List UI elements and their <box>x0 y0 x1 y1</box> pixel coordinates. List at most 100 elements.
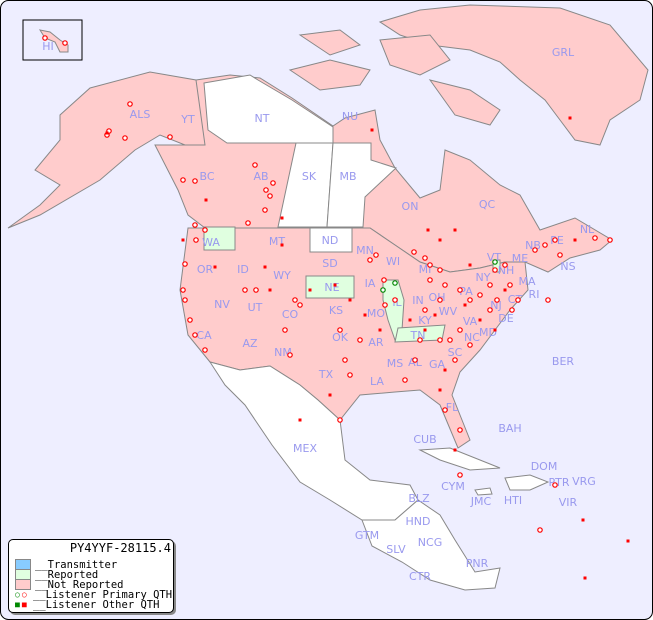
listener-primary-marker <box>193 237 199 243</box>
region-label-nv: NV <box>214 298 230 311</box>
listener-primary-marker <box>487 282 493 288</box>
region-label-nc: NC <box>464 331 480 344</box>
region-label-ga: GA <box>429 358 446 371</box>
region-label-wi: WI <box>386 255 400 268</box>
listener-other-marker <box>493 328 497 332</box>
listener-primary-marker <box>437 267 443 273</box>
listener-other-marker <box>453 228 457 232</box>
listener-other-marker <box>298 418 302 422</box>
listener-primary-marker <box>242 287 248 293</box>
region-label-sk: SK <box>302 170 317 183</box>
region-fills <box>203 74 501 343</box>
region-label-la: LA <box>370 375 384 388</box>
listener-other-marker <box>308 288 312 292</box>
listener-primary-marker <box>187 317 193 323</box>
region-label-nh: NH <box>498 264 515 277</box>
listener-primary-marker <box>167 134 173 140</box>
listener-other-marker <box>280 216 284 220</box>
listener-other-marker <box>433 313 437 317</box>
region-label-nt: NT <box>255 112 270 125</box>
region-label-ct: CT <box>508 293 523 306</box>
listener-primary-marker <box>452 357 458 363</box>
listener-primary-marker <box>263 187 269 193</box>
region-label-wy: WY <box>273 269 291 282</box>
square-marker-icon: ■ ■ <box>15 600 27 609</box>
listener-markers <box>42 35 630 580</box>
listener-primary-marker <box>437 337 443 343</box>
region-label-ber: BER <box>552 355 574 368</box>
listener-primary-marker <box>180 287 186 293</box>
legend-primary-qth: ○ ○ __Listener Primary QTH <box>15 590 172 601</box>
listener-primary-marker <box>42 35 48 41</box>
listener-primary-marker <box>127 101 133 107</box>
region-label-mb: MB <box>339 170 356 183</box>
listener-other-marker <box>333 283 337 287</box>
legend-label: __Transmitter <box>35 558 118 571</box>
legend-title: PY4YYF-28115.4 <box>69 541 171 555</box>
listener-primary-marker <box>477 292 483 298</box>
listener-primary-marker <box>509 307 515 313</box>
region-label-vir: VIR <box>559 496 578 509</box>
listener-primary-marker <box>552 237 558 243</box>
region-label-az: AZ <box>242 337 258 350</box>
legend-label: __Not Reported <box>35 578 124 591</box>
listener-primary-marker <box>392 297 398 303</box>
listener-primary-marker-green <box>380 287 386 293</box>
region-label-ctr: CTR <box>409 570 431 583</box>
region-label-grl: GRL <box>552 46 575 59</box>
listener-other-marker <box>468 263 472 267</box>
listener-primary-marker <box>457 327 463 333</box>
listener-primary-marker <box>202 227 208 233</box>
listener-primary-marker <box>427 277 433 283</box>
region-label-nl: NL <box>580 223 595 236</box>
region-label-il: IL <box>392 296 402 309</box>
region-label-mex: MEX <box>293 442 317 455</box>
region-label-bc: BC <box>199 170 214 183</box>
listener-primary-marker <box>515 297 521 303</box>
region-nt <box>203 74 334 144</box>
listener-other-marker <box>438 238 442 242</box>
region-label-ab: AB <box>253 170 268 183</box>
region-label-or: OR <box>197 263 214 276</box>
listener-primary-marker <box>367 257 373 263</box>
legend-label: __Listener Other QTH <box>33 599 160 611</box>
listener-primary-marker-green <box>492 259 498 265</box>
listener-primary-marker <box>467 297 473 303</box>
listener-other-marker <box>453 448 457 452</box>
listener-primary-marker <box>417 337 423 343</box>
listener-primary-marker <box>282 327 288 333</box>
region-label-me: ME <box>512 252 528 265</box>
region-label-pa: PA <box>459 285 473 298</box>
arctic-island <box>298 29 362 56</box>
listener-primary-marker <box>457 472 463 478</box>
listener-primary-marker <box>252 162 258 168</box>
listener-primary-marker <box>552 482 558 488</box>
region-labels: HIALSYTNTNUGRLBCABSKMBONQCNLPENBNSMEVTNH… <box>42 40 596 583</box>
listener-primary-marker <box>287 352 293 358</box>
listener-primary-marker <box>494 297 500 303</box>
listener-other-marker <box>280 243 284 247</box>
arctic-island <box>428 79 501 126</box>
listener-other-marker <box>478 318 482 322</box>
listener-other-marker <box>213 265 217 269</box>
region-label-gtm: GTM <box>355 529 379 542</box>
region-label-md: MD <box>479 326 497 339</box>
listener-primary-marker <box>607 237 613 243</box>
listener-other-marker <box>105 131 109 135</box>
region-label-ky: KY <box>418 314 432 327</box>
region-label-vrg: VRG <box>572 475 596 488</box>
listener-other-marker <box>573 238 577 242</box>
legend-not-reported: __Not Reported <box>15 579 124 590</box>
listener-other-marker <box>328 393 332 397</box>
listener-primary-marker <box>342 357 348 363</box>
listener-other-marker <box>348 298 352 302</box>
listener-primary-marker <box>347 372 353 378</box>
legend-label: __Reported <box>35 568 99 581</box>
listener-primary-marker <box>592 235 598 241</box>
region-label-yt: YT <box>180 113 195 126</box>
region-wa <box>203 226 236 251</box>
listener-primary-marker <box>422 307 428 313</box>
listener-primary-marker <box>402 377 408 383</box>
region-label-vt: VT <box>487 251 502 264</box>
